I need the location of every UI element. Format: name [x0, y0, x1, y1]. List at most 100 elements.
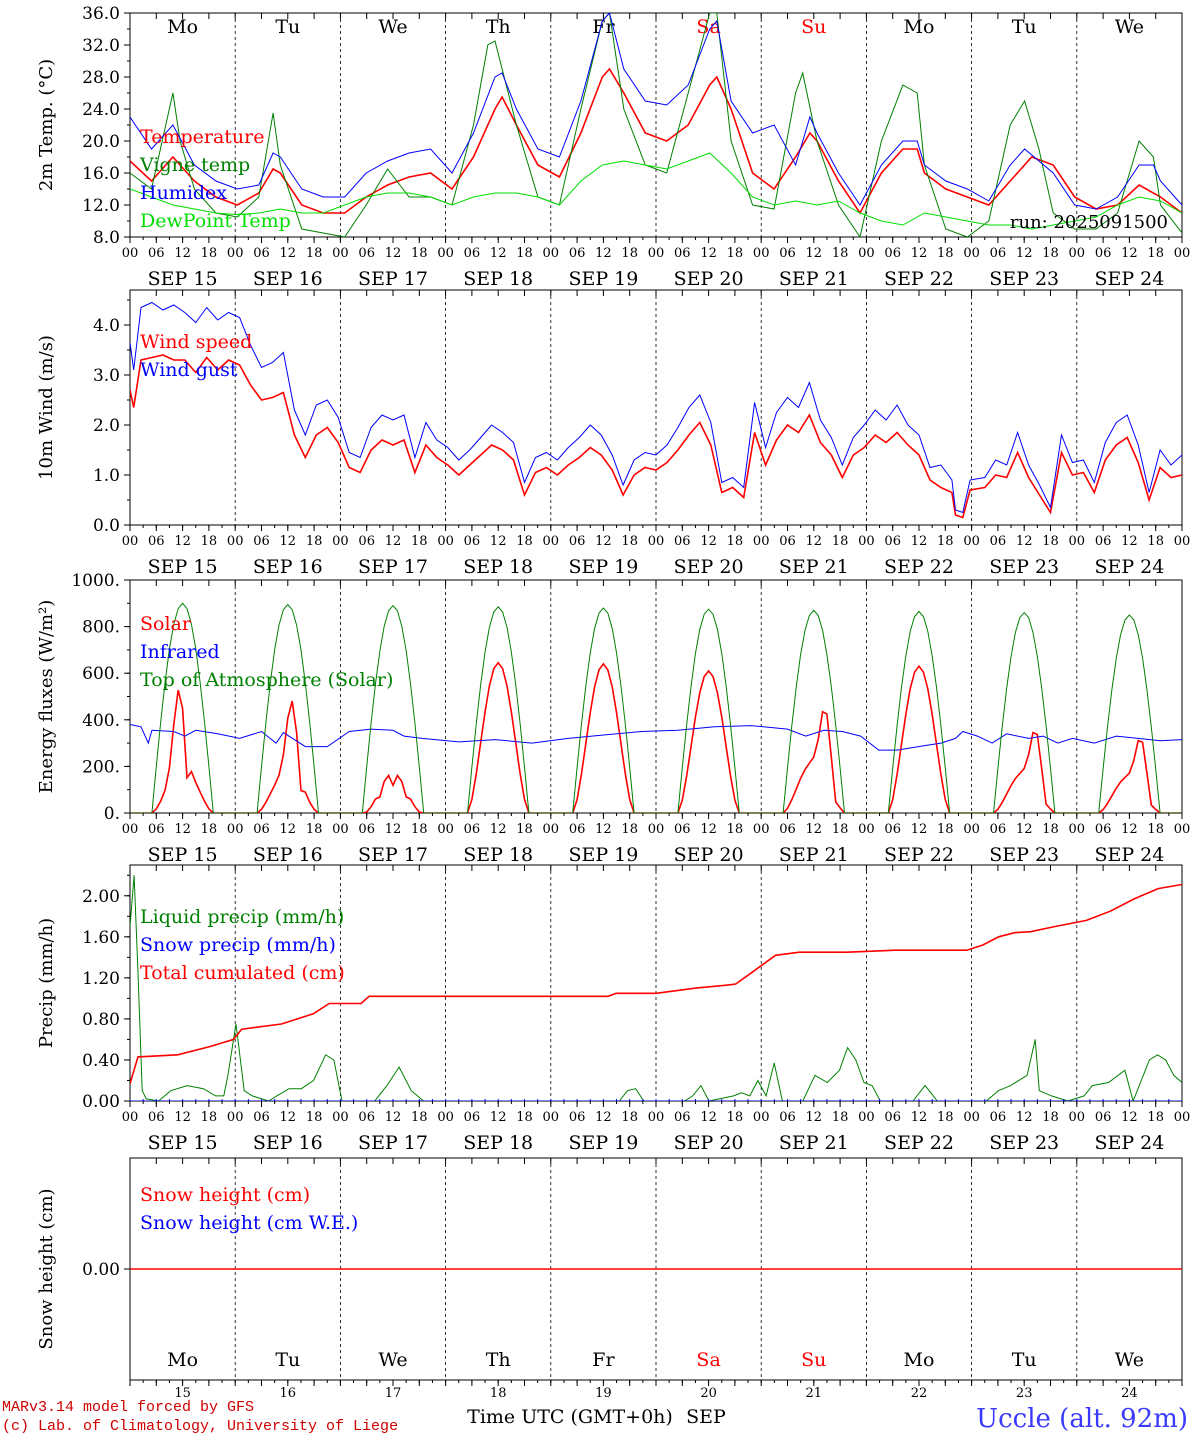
panel-3: 0. 200. 400. 600. 800. 1000. Energy fluxes (W/…: [36, 571, 1190, 866]
day-number-label: 18: [490, 1386, 507, 1401]
y-axis-label: 10m Wind (m/s): [36, 335, 57, 480]
x-hour-label: 12: [280, 1110, 297, 1125]
x-hour-label: 00: [227, 1110, 244, 1125]
series-line-vigne-temp: [130, 13, 1182, 237]
legend-entry: Snow height (cm): [140, 1184, 310, 1206]
x-hour-label: 18: [516, 822, 533, 837]
y-tick-label: 2.0: [93, 416, 120, 436]
x-hour-label: 12: [385, 246, 402, 261]
x-hour-label: 18: [1042, 822, 1059, 837]
x-hour-label: 06: [779, 1110, 796, 1125]
y-tick-label: 0.00: [82, 1092, 120, 1112]
x-hour-label: 12: [700, 534, 717, 549]
x-hour-label: 18: [516, 246, 533, 261]
legend-entry: Top of Atmosphere (Solar): [140, 669, 393, 691]
x-hour-label: 18: [411, 822, 428, 837]
weekday-label: Fr: [592, 16, 615, 38]
legend-entry: Liquid precip (mm/h): [140, 906, 344, 928]
x-hour-label: 12: [911, 1110, 928, 1125]
x-hour-label: 12: [174, 822, 191, 837]
x-hour-label: 00: [858, 1110, 875, 1125]
x-hour-label: 00: [753, 1110, 770, 1125]
x-hour-label: 18: [832, 246, 849, 261]
x-hour-label: 06: [358, 534, 375, 549]
x-hour-label: 06: [253, 822, 270, 837]
x-hour-label: 18: [306, 822, 323, 837]
x-hour-label: 00: [1174, 1110, 1191, 1125]
x-hour-label: 18: [1147, 246, 1164, 261]
x-hour-label: 06: [990, 534, 1007, 549]
x-hour-label: 18: [516, 1110, 533, 1125]
x-hour-label: 00: [543, 1110, 560, 1125]
x-hour-label: 12: [280, 822, 297, 837]
y-tick-label: 12.0: [82, 196, 120, 216]
x-hour-label: 12: [1016, 822, 1033, 837]
x-hour-label: 06: [253, 246, 270, 261]
legend-entry: Wind gust: [140, 359, 238, 381]
x-hour-label: 06: [884, 822, 901, 837]
x-date-label: SEP 19: [568, 268, 638, 290]
y-axis-label: Energy fluxes (W/m²): [36, 600, 57, 794]
legend-entry: Wind speed: [140, 331, 252, 353]
x-hour-label: 06: [148, 246, 165, 261]
x-hour-label: 18: [937, 1110, 954, 1125]
x-hour-label: 18: [1147, 534, 1164, 549]
x-date-label: SEP 22: [884, 556, 954, 578]
x-date-label: SEP 22: [884, 268, 954, 290]
x-hour-label: 06: [674, 534, 691, 549]
x-hour-label: 00: [648, 1110, 665, 1125]
weekday-label: Sa: [696, 1349, 720, 1371]
weekday-label: Mo: [904, 16, 935, 38]
x-hour-label: 06: [1095, 822, 1112, 837]
x-hour-label: 18: [1147, 1110, 1164, 1125]
x-date-label: SEP 18: [463, 844, 533, 866]
weekday-label: Tu: [275, 16, 300, 38]
x-axis-title: Time UTC (GMT+0h): [467, 1406, 673, 1428]
day-number-label: 16: [280, 1386, 297, 1401]
x-hour-label: 12: [385, 534, 402, 549]
model-credit: MARv3.14 model forced by GFS (c) Lab. of…: [2, 1398, 398, 1436]
x-hour-label: 00: [858, 822, 875, 837]
x-hour-label: 06: [358, 1110, 375, 1125]
x-date-label: SEP 20: [674, 268, 744, 290]
y-tick-label: 28.0: [82, 68, 120, 88]
x-hour-label: 00: [753, 822, 770, 837]
weekday-label: Mo: [167, 16, 198, 38]
legend-entry: Temperature: [140, 126, 264, 148]
x-hour-label: 12: [911, 534, 928, 549]
x-date-label: SEP 15: [148, 844, 218, 866]
x-date-label: SEP 24: [1094, 556, 1164, 578]
series-line-liquid-precip-mm-h-: [130, 875, 1182, 1101]
panel-1: 8.0 12.0 16.0 20.0 24.0 28.0 32.0 36.0 2m Temp. …: [36, 4, 1190, 290]
series-group: [130, 875, 1182, 1101]
y-tick-label: 20.0: [82, 132, 120, 152]
x-hour-label: 18: [832, 534, 849, 549]
x-hour-label: 06: [990, 1110, 1007, 1125]
panel-2: 0.0 1.0 2.0 3.0 4.0 10m Wind (m/s) 00 06 12 18 SEP…: [36, 289, 1190, 578]
x-hour-label: 00: [963, 822, 980, 837]
x-hour-label: 06: [148, 534, 165, 549]
x-hour-label: 06: [253, 1110, 270, 1125]
x-date-label: SEP 24: [1094, 1132, 1164, 1154]
x-hour-label: 00: [543, 246, 560, 261]
x-hour-label: 12: [806, 534, 823, 549]
x-hour-label: 18: [201, 246, 218, 261]
x-hour-label: 18: [937, 534, 954, 549]
x-hour-label: 12: [1121, 822, 1138, 837]
x-hour-label: 00: [648, 822, 665, 837]
weekday-label: Mo: [904, 1349, 935, 1371]
x-hour-label: 12: [1016, 534, 1033, 549]
x-hour-label: 18: [621, 822, 638, 837]
x-hour-label: 06: [569, 246, 586, 261]
day-number-label: 23: [1016, 1386, 1033, 1401]
x-date-label: SEP 19: [568, 556, 638, 578]
y-tick-label: 24.0: [82, 100, 120, 120]
x-date-label: SEP 20: [674, 556, 744, 578]
x-hour-label: 06: [569, 534, 586, 549]
model-credit-line1: MARv3.14 model forced by GFS: [2, 1399, 255, 1416]
x-hour-label: 06: [990, 822, 1007, 837]
series-line-solar: [130, 661, 1182, 813]
series-line-infrared: [130, 724, 1182, 751]
x-hour-label: 12: [911, 246, 928, 261]
x-hour-label: 06: [358, 822, 375, 837]
